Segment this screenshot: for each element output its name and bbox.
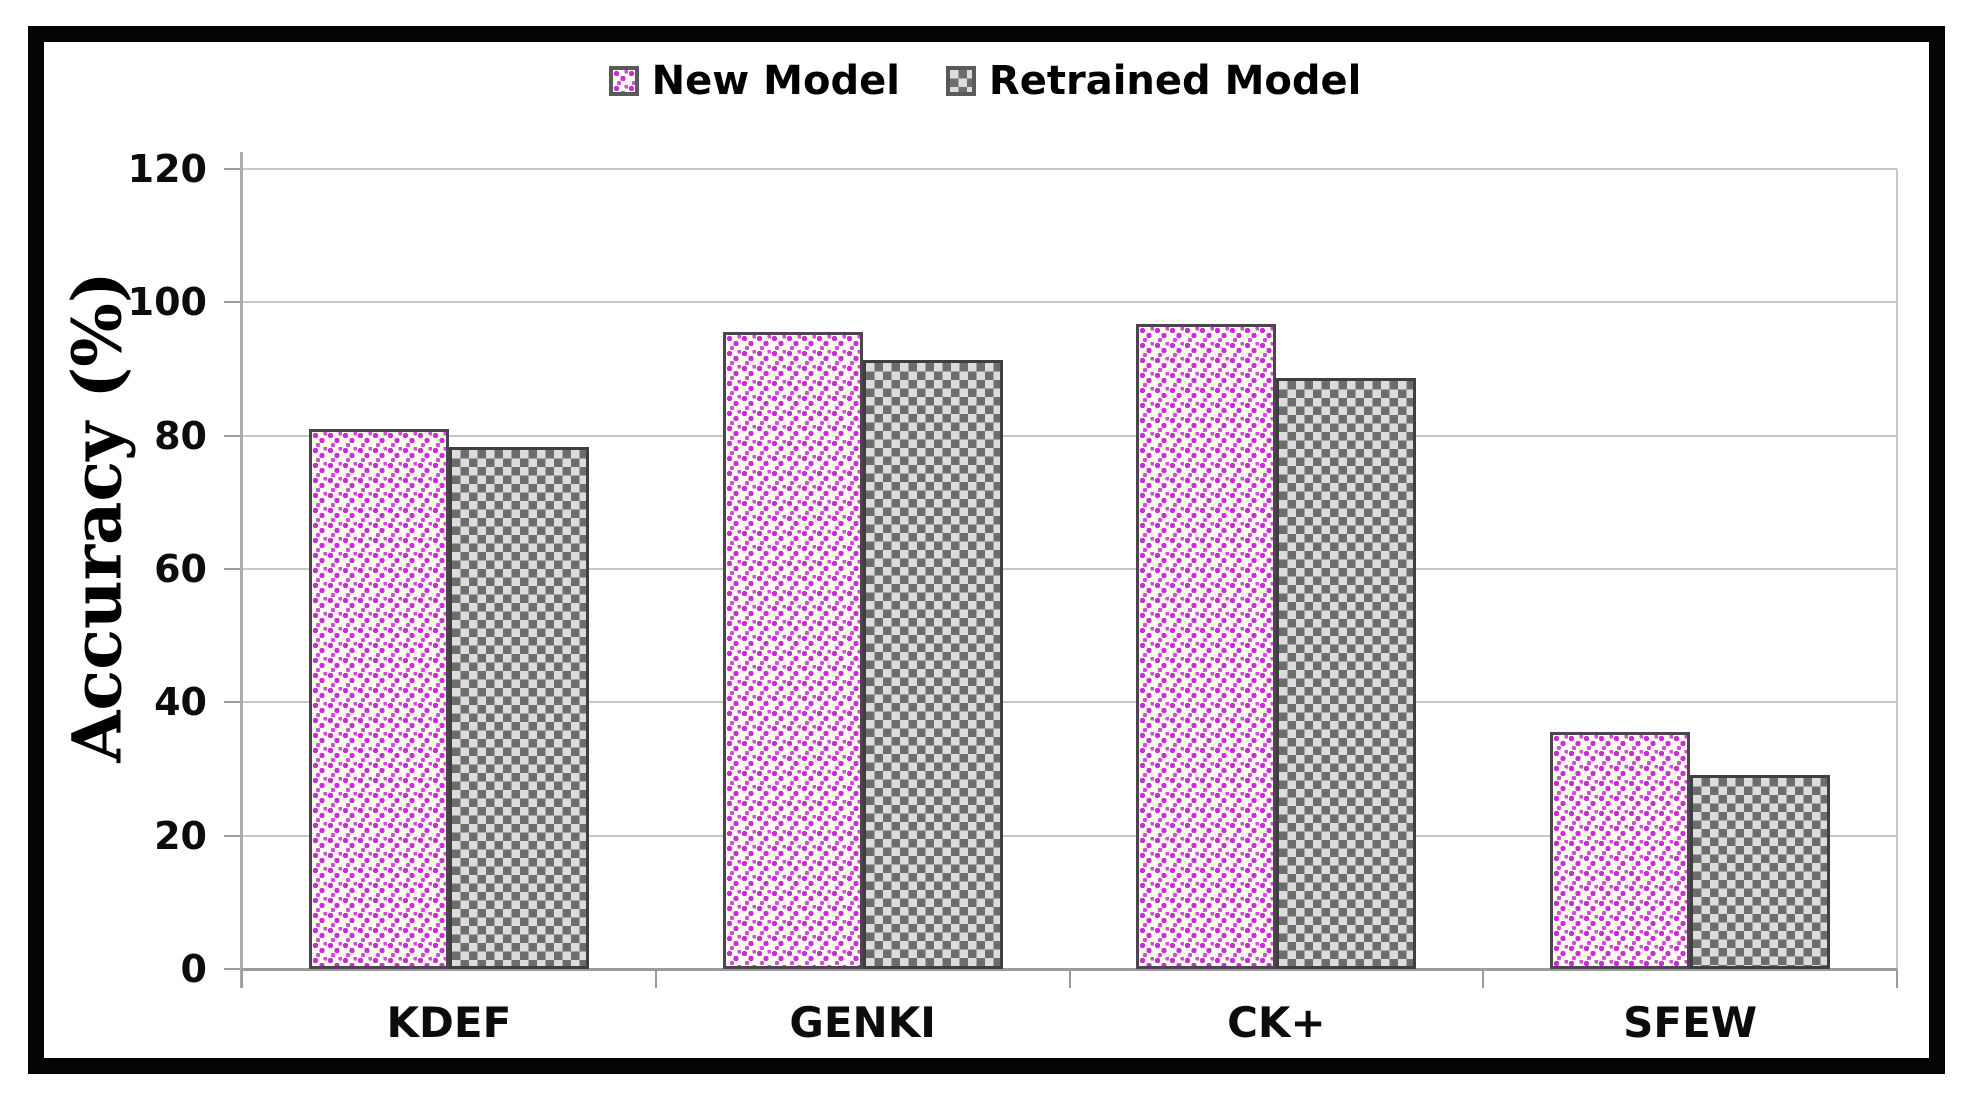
- bar-retrained-model-genki: [862, 360, 1003, 969]
- y-tick-label-120: 120: [127, 147, 207, 191]
- bar-new-model-sfew: [1550, 732, 1691, 969]
- legend-item-new-model: New Model: [608, 58, 900, 104]
- x-category-label-ckplus: CK+: [1227, 998, 1326, 1047]
- x-category-label-kdef: KDEF: [386, 998, 512, 1047]
- y-tick-20: [224, 834, 242, 837]
- bar-retrained-model-kdef: [448, 447, 589, 969]
- bar-new-model-genki: [722, 332, 863, 969]
- x-category-label-sfew: SFEW: [1623, 998, 1758, 1047]
- x-tick-3: [1482, 969, 1485, 988]
- gridline-80: [242, 434, 1897, 437]
- y-tick-label-20: 20: [154, 813, 207, 858]
- bar-new-model-kdef: [308, 429, 449, 969]
- x-tick-1: [654, 969, 657, 988]
- y-tick-60: [224, 568, 242, 570]
- y-tick-label-40: 40: [154, 680, 207, 725]
- y-tick-label-60: 60: [154, 547, 207, 591]
- gridline-120: [242, 168, 1897, 170]
- bar-retrained-model-ckplus: [1276, 378, 1417, 969]
- bar-retrained-model-sfew: [1690, 775, 1831, 969]
- retrained-model-swatch-icon: [945, 66, 976, 96]
- y-tick-100: [224, 301, 242, 304]
- y-tick-80: [224, 434, 242, 437]
- x-category-label-genki: GENKI: [789, 998, 936, 1047]
- y-tick-label-80: 80: [154, 413, 207, 458]
- x-tick-2: [1068, 969, 1071, 988]
- y-tick-120: [224, 168, 242, 170]
- y-tick-40: [224, 701, 242, 704]
- gridline-20: [242, 834, 1897, 837]
- x-tick-4: [1896, 969, 1898, 988]
- y-tick-label-0: 0: [180, 947, 207, 991]
- legend-item-retrained-model: Retrained Model: [945, 58, 1362, 104]
- legend-label-new-model: New Model: [651, 58, 900, 104]
- x-tick-0: [241, 969, 243, 988]
- legend-label-retrained-model: Retrained Model: [988, 58, 1362, 104]
- plot-right-edge: [1896, 169, 1898, 969]
- legend: New Model Retrained Model: [0, 58, 1970, 104]
- y-tick-0: [224, 968, 242, 970]
- y-tick-label-100: 100: [127, 280, 207, 325]
- gridline-100: [242, 301, 1897, 304]
- gridline-60: [242, 568, 1897, 570]
- gridline-40: [242, 701, 1897, 704]
- y-axis-line: [240, 152, 243, 988]
- new-model-swatch-icon: [608, 66, 639, 96]
- bar-new-model-ckplus: [1136, 324, 1277, 969]
